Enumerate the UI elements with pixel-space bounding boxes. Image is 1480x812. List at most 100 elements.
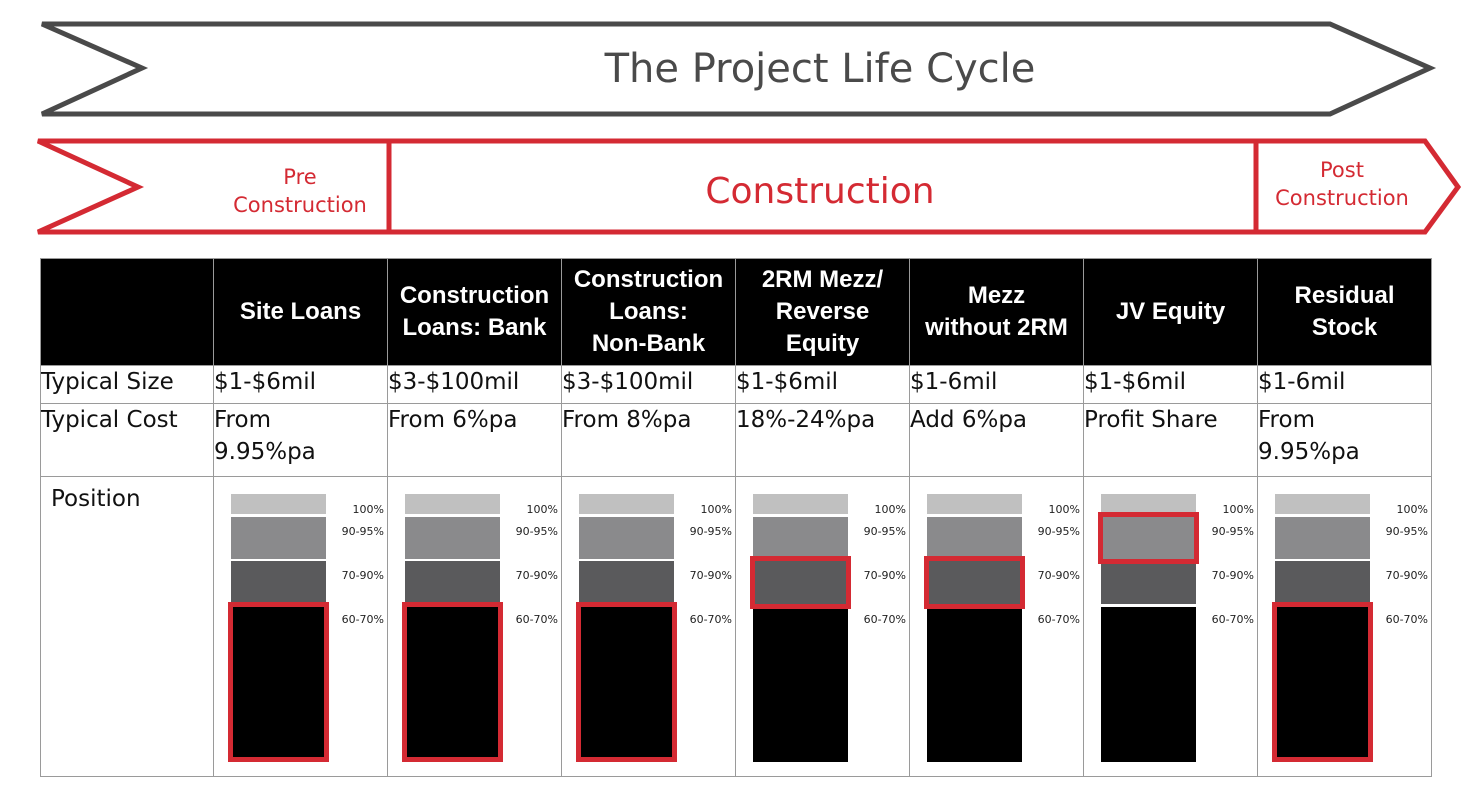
tier-90-95-bar [753,517,848,559]
life-cycle-arrow [40,21,1437,117]
scale-label: 100% [1222,503,1254,516]
tier-60-70-bar [1101,607,1196,762]
cost-line: 18%-24%pa [736,407,876,433]
capital-stack [402,494,503,762]
tier-70-90-bar [753,561,848,604]
scale-label: 100% [352,503,384,516]
tier-100-bar [405,494,500,514]
position-cell: 100% 90-95% 70-90% 60-70% [735,476,910,777]
scale-label: 90-95% [863,525,906,538]
row-label-size: Typical Size [40,365,214,404]
header-line: Stock [1311,314,1378,341]
cost-line: From 6%pa [388,407,518,433]
scale-label: 70-90% [863,569,906,582]
scale-label: 70-90% [1037,569,1080,582]
scale-label: 70-90% [689,569,732,582]
tier-100-bar [927,494,1022,514]
capital-stack [1098,494,1199,762]
tier-90-95-bar [405,517,500,559]
size-cell: $1-$6mil [735,365,910,404]
header-corner [40,258,214,366]
life-cycle-title: The Project Life Cycle [604,46,1036,92]
scale-label: 60-70% [863,613,906,626]
header-2: Construction Loans: Bank [387,258,562,366]
scale-label: 60-70% [1385,613,1428,626]
header-line: Loans: [609,298,688,325]
scale-label: 90-95% [1385,525,1428,538]
phase-post-construction: Post Construction [1262,156,1422,212]
cost-cell: From 9.95%pa [213,403,388,477]
phase-arrow-outline [36,138,1462,235]
tier-90-95-bar [231,517,326,559]
scale-label: 70-90% [341,569,384,582]
position-highlight-box [750,556,851,609]
header-line: Non-Bank [591,330,706,357]
header-line: without 2RM [925,314,1068,341]
size-cell: $1-6mil [909,365,1084,404]
cost-line: Profit Share [1084,407,1218,433]
header-7: Residual Stock [1257,258,1432,366]
header-line: Site Loans [239,298,362,325]
life-cycle-banner: The Project Life Cycle Pre Construction … [0,0,1480,240]
header-line: Construction [573,266,724,293]
scale-label: 70-90% [1211,569,1254,582]
header-line: Reverse [775,298,870,325]
header-line: Residual [1294,282,1395,309]
cost-line: From [1258,407,1315,433]
tier-60-70-bar [1275,607,1370,762]
tier-70-90-bar [405,561,500,604]
scale-label: 90-95% [1037,525,1080,538]
scale-label: 100% [700,503,732,516]
position-highlight-box [228,602,329,762]
scale-label: 60-70% [1211,613,1254,626]
cost-line: From 8%pa [562,407,692,433]
tier-70-90-bar [231,561,326,604]
position-highlight-box [1272,602,1373,762]
scale-label: 60-70% [689,613,732,626]
tier-90-95-bar [1275,517,1370,559]
typical-size-row: Typical Size $1-$6mil $3-$100mil $3-$100mil… [40,365,1432,404]
tier-60-70-bar [231,607,326,762]
position-cell: 100% 90-95% 70-90% 60-70% [213,476,388,777]
scale-label: 90-95% [515,525,558,538]
position-cell: 100% 90-95% 70-90% 60-70% [561,476,736,777]
banner-arrows [36,21,1462,235]
phase-construction: Construction [705,171,935,212]
header-line: JV Equity [1115,298,1226,325]
size-cell: $1-$6mil [213,365,388,404]
capital-stack [576,494,677,762]
position-highlight-box [1098,512,1199,564]
tier-60-70-bar [405,607,500,762]
cost-cell: 18%-24%pa [735,403,910,477]
capital-stack [924,494,1025,762]
header-4: 2RM Mezz/Reverse Equity [735,258,910,366]
tier-70-90-bar [927,561,1022,604]
tier-60-70-bar [753,607,848,762]
size-cell: $3-$100mil [387,365,562,404]
tier-90-95-bar [579,517,674,559]
header-line: 2RM Mezz/ [761,266,884,293]
size-cell: $1-$6mil [1083,365,1258,404]
header-5: Mezz without 2RM [909,258,1084,366]
tier-70-90-bar [579,561,674,604]
cost-cell: Profit Share [1083,403,1258,477]
header-1: Site Loans [213,258,388,366]
cost-line: Add 6%pa [910,407,1028,433]
phase-pre-line-1: Pre [283,165,317,189]
tier-90-95-bar [927,517,1022,559]
cost-line: 9.95%pa [214,439,316,465]
tier-100-bar [753,494,848,514]
table-header-row: Site Loans Construction Loans: Bank Constru… [40,258,1432,366]
typical-cost-row: Typical Cost From 9.95%pa From 6%pa From 8%p… [40,403,1432,477]
scale-label: 100% [1396,503,1428,516]
tier-70-90-bar [1275,561,1370,604]
cost-cell: From 6%pa [387,403,562,477]
scale-label: 60-70% [515,613,558,626]
header-line: Loans: Bank [402,314,547,341]
tier-100-bar [1101,494,1196,514]
tier-100-bar [579,494,674,514]
position-cell: 100% 90-95% 70-90% 60-70% [909,476,1084,777]
scale-label: 60-70% [1037,613,1080,626]
cost-cell: Add 6%pa [909,403,1084,477]
scale-label: 90-95% [689,525,732,538]
